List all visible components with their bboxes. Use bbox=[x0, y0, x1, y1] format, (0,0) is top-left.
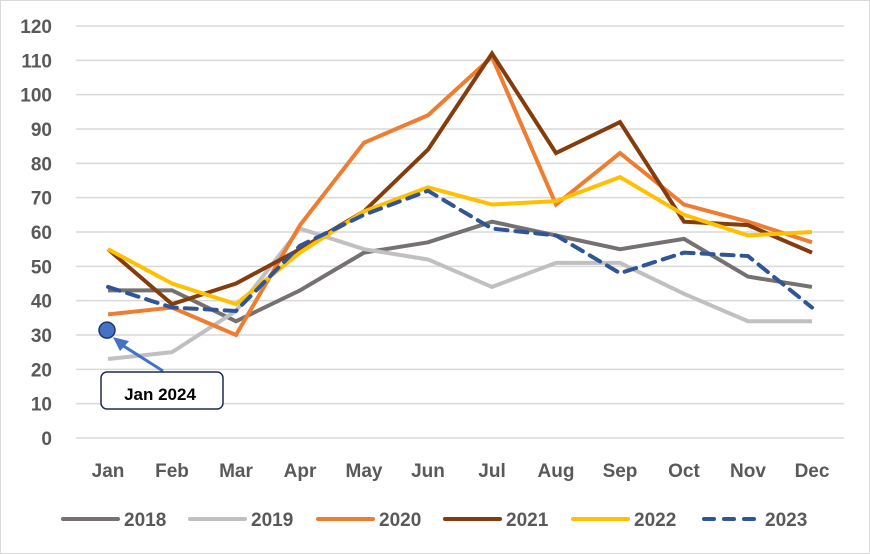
y-axis-ticks: 0 10 20 30 40 50 60 70 80 90 100 110 120 bbox=[20, 17, 52, 450]
legend-label-2023: 2023 bbox=[765, 510, 807, 531]
x-tick-label: Aug bbox=[538, 461, 575, 482]
annotation-arrow bbox=[118, 341, 164, 373]
y-tick-label: 70 bbox=[31, 189, 52, 210]
y-tick-label: 100 bbox=[20, 86, 52, 107]
x-tick-label: Oct bbox=[668, 461, 700, 482]
x-tick-label: Jun bbox=[411, 461, 445, 482]
legend: 2018 2019 2020 2021 2022 2023 bbox=[61, 510, 807, 531]
series-line-2021 bbox=[106, 49, 813, 307]
legend-label-2020: 2020 bbox=[379, 510, 421, 531]
series-line-2023 bbox=[106, 188, 814, 314]
annotations: Jan 2024 bbox=[98, 321, 224, 410]
annotation-arrowhead bbox=[113, 337, 129, 352]
x-tick-label: Jul bbox=[478, 461, 505, 482]
y-tick-label: 90 bbox=[31, 120, 52, 141]
x-tick-label: Mar bbox=[219, 461, 253, 482]
annotation-marker bbox=[98, 321, 116, 339]
x-tick-label: Jan bbox=[92, 461, 125, 482]
series-line-2020 bbox=[107, 53, 813, 338]
series-line-2022 bbox=[107, 174, 813, 307]
y-tick-label: 30 bbox=[31, 326, 52, 347]
x-axis-ticks: Jan Feb Mar Apr May Jun Jul Aug Sep Oct Nov Dec bbox=[92, 461, 830, 482]
annotation-label: Jan 2024 bbox=[124, 385, 196, 404]
y-tick-label: 0 bbox=[41, 429, 52, 450]
series-line-2019 bbox=[107, 226, 812, 362]
legend-label-2019: 2019 bbox=[251, 510, 293, 531]
y-tick-label: 20 bbox=[31, 360, 52, 381]
x-tick-label: Dec bbox=[795, 461, 830, 482]
legend-label-2022: 2022 bbox=[634, 510, 676, 531]
x-tick-label: May bbox=[346, 461, 383, 482]
legend-label-2021: 2021 bbox=[506, 510, 549, 531]
x-tick-label: Apr bbox=[284, 461, 317, 482]
y-tick-label: 60 bbox=[31, 223, 52, 244]
x-tick-label: Sep bbox=[603, 461, 638, 482]
x-tick-label: Feb bbox=[155, 461, 189, 482]
annotation-box bbox=[100, 371, 224, 410]
series-lines bbox=[106, 49, 814, 362]
y-tick-label: 40 bbox=[31, 292, 52, 313]
y-tick-label: 50 bbox=[31, 257, 52, 278]
y-tick-label: 110 bbox=[21, 51, 52, 72]
y-tick-label: 80 bbox=[31, 154, 52, 175]
legend-label-2018: 2018 bbox=[124, 510, 166, 531]
x-tick-label: Nov bbox=[730, 461, 766, 482]
y-tick-label: 120 bbox=[20, 17, 52, 38]
y-tick-label: 10 bbox=[31, 395, 52, 416]
